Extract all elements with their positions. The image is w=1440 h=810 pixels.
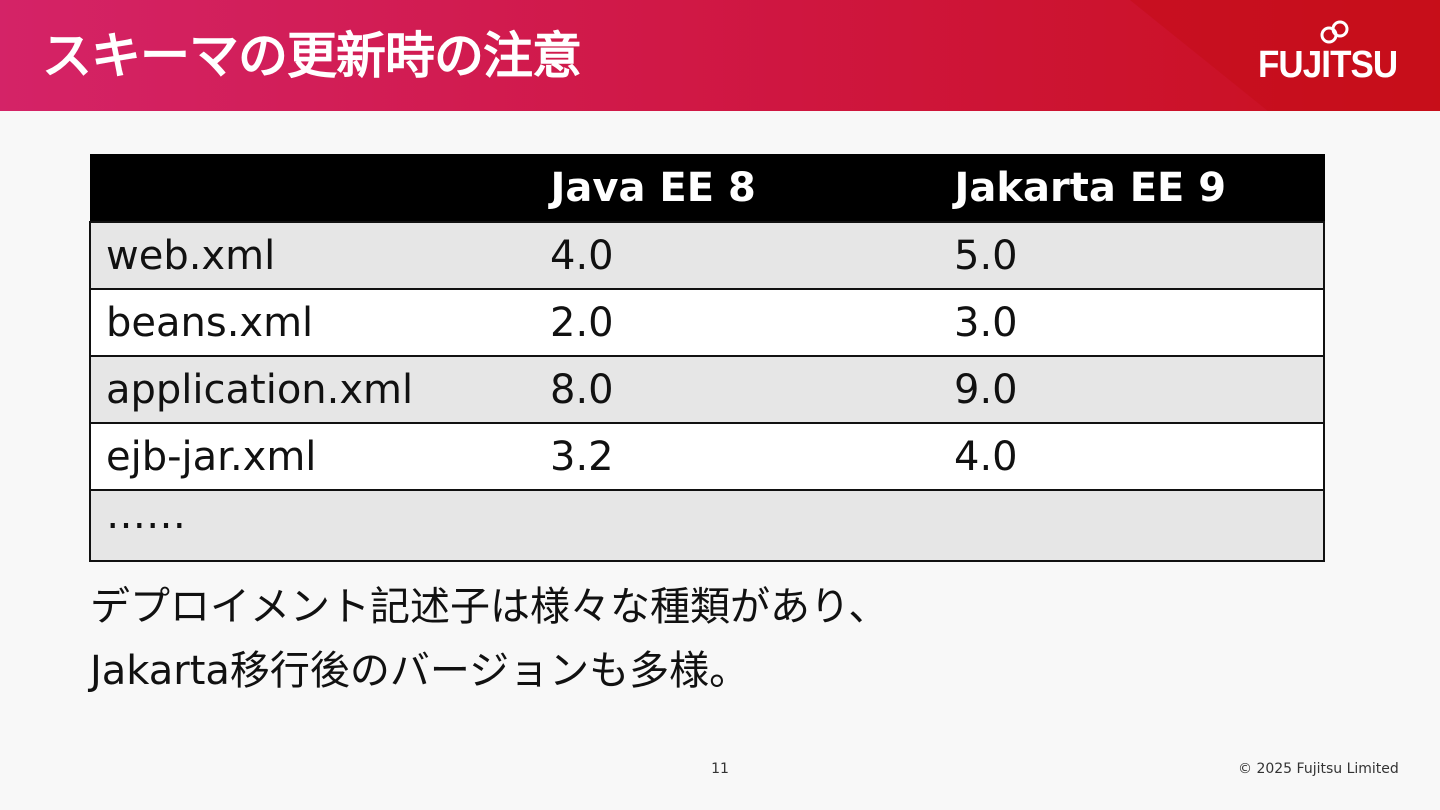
header-sheen-decoration <box>1130 0 1440 111</box>
copyright-notice: © 2025 Fujitsu Limited <box>1238 761 1399 777</box>
column-header-jakarta-ee-9: Jakarta EE 9 <box>938 154 1325 223</box>
slide-header: スキーマの更新時の注意 FUJITSU <box>0 0 1440 111</box>
table-row-ellipsis: …… <box>89 489 1325 562</box>
cell-jakarta-ee-9: 4.0 <box>939 422 1325 490</box>
column-header-java-ee-8: Java EE 8 <box>534 154 940 223</box>
cell-file: web.xml <box>89 221 535 289</box>
page-number: 11 <box>711 761 729 777</box>
slide-title: スキーマの更新時の注意 <box>42 27 582 85</box>
cell-java-ee-8: 8.0 <box>535 355 939 423</box>
cell-file: beans.xml <box>89 288 535 356</box>
table-row: web.xml 4.0 5.0 <box>89 221 1325 289</box>
explanation-text: デプロイメント記述子は様々な種類があり、 Jakarta移行後のバージョンも多様… <box>90 575 888 703</box>
cell-jakarta-ee-9: 3.0 <box>939 288 1325 356</box>
logo-wordmark: FUJITSU <box>1258 44 1398 86</box>
table-row: ejb-jar.xml 3.2 4.0 <box>89 422 1325 490</box>
infinity-mark-icon <box>1320 20 1349 44</box>
column-header-file <box>89 154 536 223</box>
fujitsu-logo: FUJITSU <box>1258 20 1398 92</box>
cell-jakarta-ee-9 <box>939 489 1325 562</box>
explanation-line-1: デプロイメント記述子は様々な種類があり、 <box>90 584 889 630</box>
explanation-line-2: Jakarta移行後のバージョンも多様。 <box>90 648 750 694</box>
cell-file: ejb-jar.xml <box>89 422 535 490</box>
cell-file: …… <box>89 489 535 562</box>
cell-java-ee-8: 3.2 <box>535 422 939 490</box>
cell-file: application.xml <box>89 355 535 423</box>
table-header-row: Java EE 8 Jakarta EE 9 <box>89 154 1325 223</box>
cell-jakarta-ee-9: 5.0 <box>939 221 1325 289</box>
cell-java-ee-8 <box>535 489 939 562</box>
table-row: beans.xml 2.0 3.0 <box>89 288 1325 356</box>
cell-jakarta-ee-9: 9.0 <box>939 355 1325 423</box>
table-row: application.xml 8.0 9.0 <box>89 355 1325 423</box>
cell-java-ee-8: 4.0 <box>535 221 939 289</box>
cell-java-ee-8: 2.0 <box>535 288 939 356</box>
schema-version-table: Java EE 8 Jakarta EE 9 web.xml 4.0 5.0 b… <box>89 154 1325 562</box>
version-table-container: Java EE 8 Jakarta EE 9 web.xml 4.0 5.0 b… <box>89 154 1325 562</box>
